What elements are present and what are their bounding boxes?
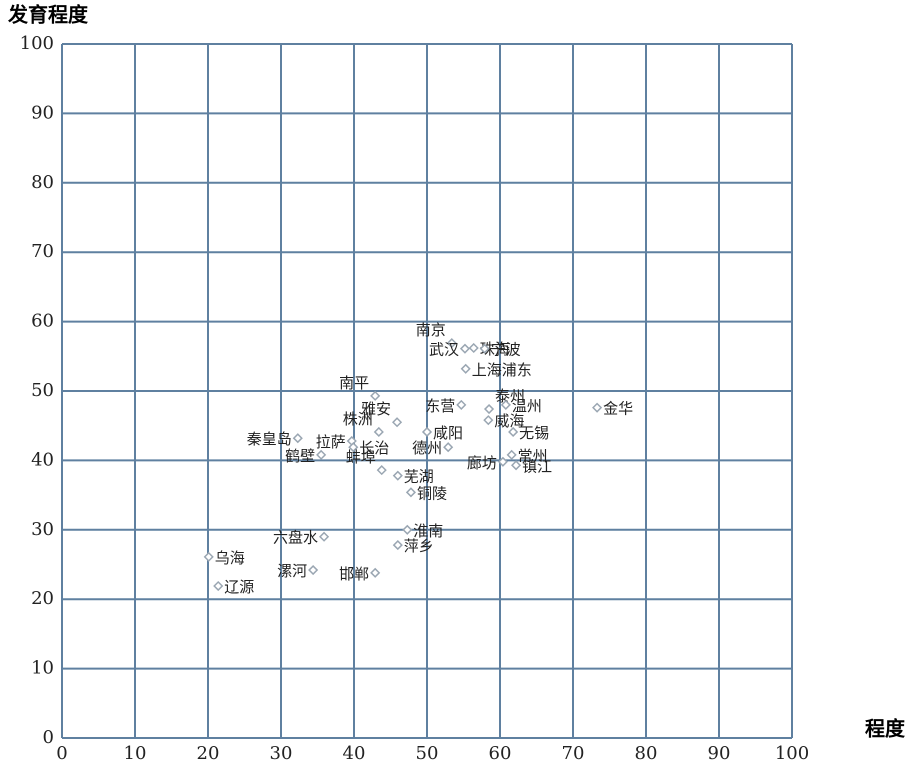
point (592, 402, 603, 413)
point-label: 镇江 (522, 457, 552, 475)
point-label: 长治 (359, 439, 389, 457)
point-label: 邯郸 (339, 565, 369, 583)
y-tick-label: 100 (20, 33, 54, 54)
point-label: 德州 (412, 439, 442, 457)
x-tick-label: 10 (124, 743, 147, 764)
x-tick-label: 60 (489, 743, 512, 764)
point (497, 456, 508, 467)
point-label: 鹤壁 (285, 447, 315, 465)
point (370, 390, 381, 401)
y-tick-label: 90 (31, 102, 54, 123)
point (446, 338, 457, 349)
point (203, 551, 214, 562)
point-label: 无锡 (519, 424, 549, 442)
point (213, 580, 224, 592)
point (506, 449, 517, 460)
point-label: 金华 (603, 400, 633, 418)
y-tick-label: 70 (31, 241, 54, 262)
x-tick-label: 90 (708, 743, 731, 764)
x-tick-label: 40 (343, 743, 366, 764)
x-tick-label: 0 (56, 743, 67, 764)
point (459, 343, 471, 354)
point-label: 株洲 (343, 410, 373, 428)
x-axis-label: 程度 (865, 717, 906, 741)
point-label: 常州 (518, 447, 548, 465)
point (456, 399, 467, 410)
point-label: 宁波 (491, 341, 521, 359)
point (392, 417, 403, 428)
point-label: 漯河 (277, 562, 307, 580)
point-label: 咸阳 (433, 424, 463, 442)
point (319, 531, 330, 542)
point-label: 拉萨 (316, 433, 346, 451)
point (510, 460, 522, 471)
point (392, 470, 403, 481)
point-label: 铜陵 (417, 484, 447, 502)
point (348, 442, 359, 453)
point (370, 567, 381, 578)
point (443, 442, 454, 453)
point-label: 泰州 (495, 387, 525, 405)
point-label: 南平 (339, 374, 369, 392)
x-tick-label: 30 (270, 743, 293, 764)
point (308, 564, 319, 576)
point-label: 雅安 (361, 400, 391, 418)
point (500, 399, 511, 410)
y-tick-label: 30 (31, 519, 54, 540)
point (376, 465, 387, 476)
point-label: 辽源 (224, 578, 254, 596)
y-tick-label: 50 (31, 380, 54, 401)
point-label: 蚌埠 (346, 448, 376, 466)
point (483, 415, 494, 426)
point-label: 东营 (425, 397, 455, 415)
point-label: 乌海 (215, 549, 245, 567)
point (292, 433, 303, 444)
point-label: 廊坊 (467, 454, 497, 472)
y-axis-label: 发育程度 (7, 3, 89, 27)
x-tick-label: 80 (635, 743, 658, 764)
y-tick-label: 10 (31, 658, 54, 679)
point (402, 524, 413, 535)
y-tick-label: 40 (31, 449, 54, 470)
point-label: 珠海 (480, 340, 510, 358)
point (468, 342, 479, 354)
x-tick-label: 50 (416, 743, 439, 764)
y-tick-label: 0 (43, 727, 54, 748)
point-label: 淮南 (413, 522, 443, 540)
point-label: 武汉 (429, 341, 459, 359)
point (483, 403, 495, 415)
point (373, 426, 384, 438)
y-tick-label: 20 (31, 588, 54, 609)
x-tick-label: 20 (197, 743, 220, 764)
point-label: 萍乡 (404, 537, 434, 555)
point (460, 363, 471, 374)
point (508, 426, 519, 438)
point (316, 449, 327, 460)
point-label: 威海 (494, 412, 524, 430)
point-label: 秦皇岛 (247, 430, 292, 448)
point (421, 426, 433, 438)
y-tick-label: 80 (31, 172, 54, 193)
y-tick-label: 60 (31, 311, 54, 332)
point-label: 六盘水 (273, 529, 318, 547)
point (392, 540, 403, 551)
point-label: 南京 (416, 321, 446, 339)
point (405, 487, 417, 498)
point-label: 芜湖 (404, 468, 434, 486)
x-tick-label: 100 (775, 743, 809, 764)
point-label: 温州 (512, 397, 542, 415)
point (479, 343, 490, 354)
point-label: 上海浦东 (472, 361, 532, 379)
x-tick-label: 70 (562, 743, 585, 764)
